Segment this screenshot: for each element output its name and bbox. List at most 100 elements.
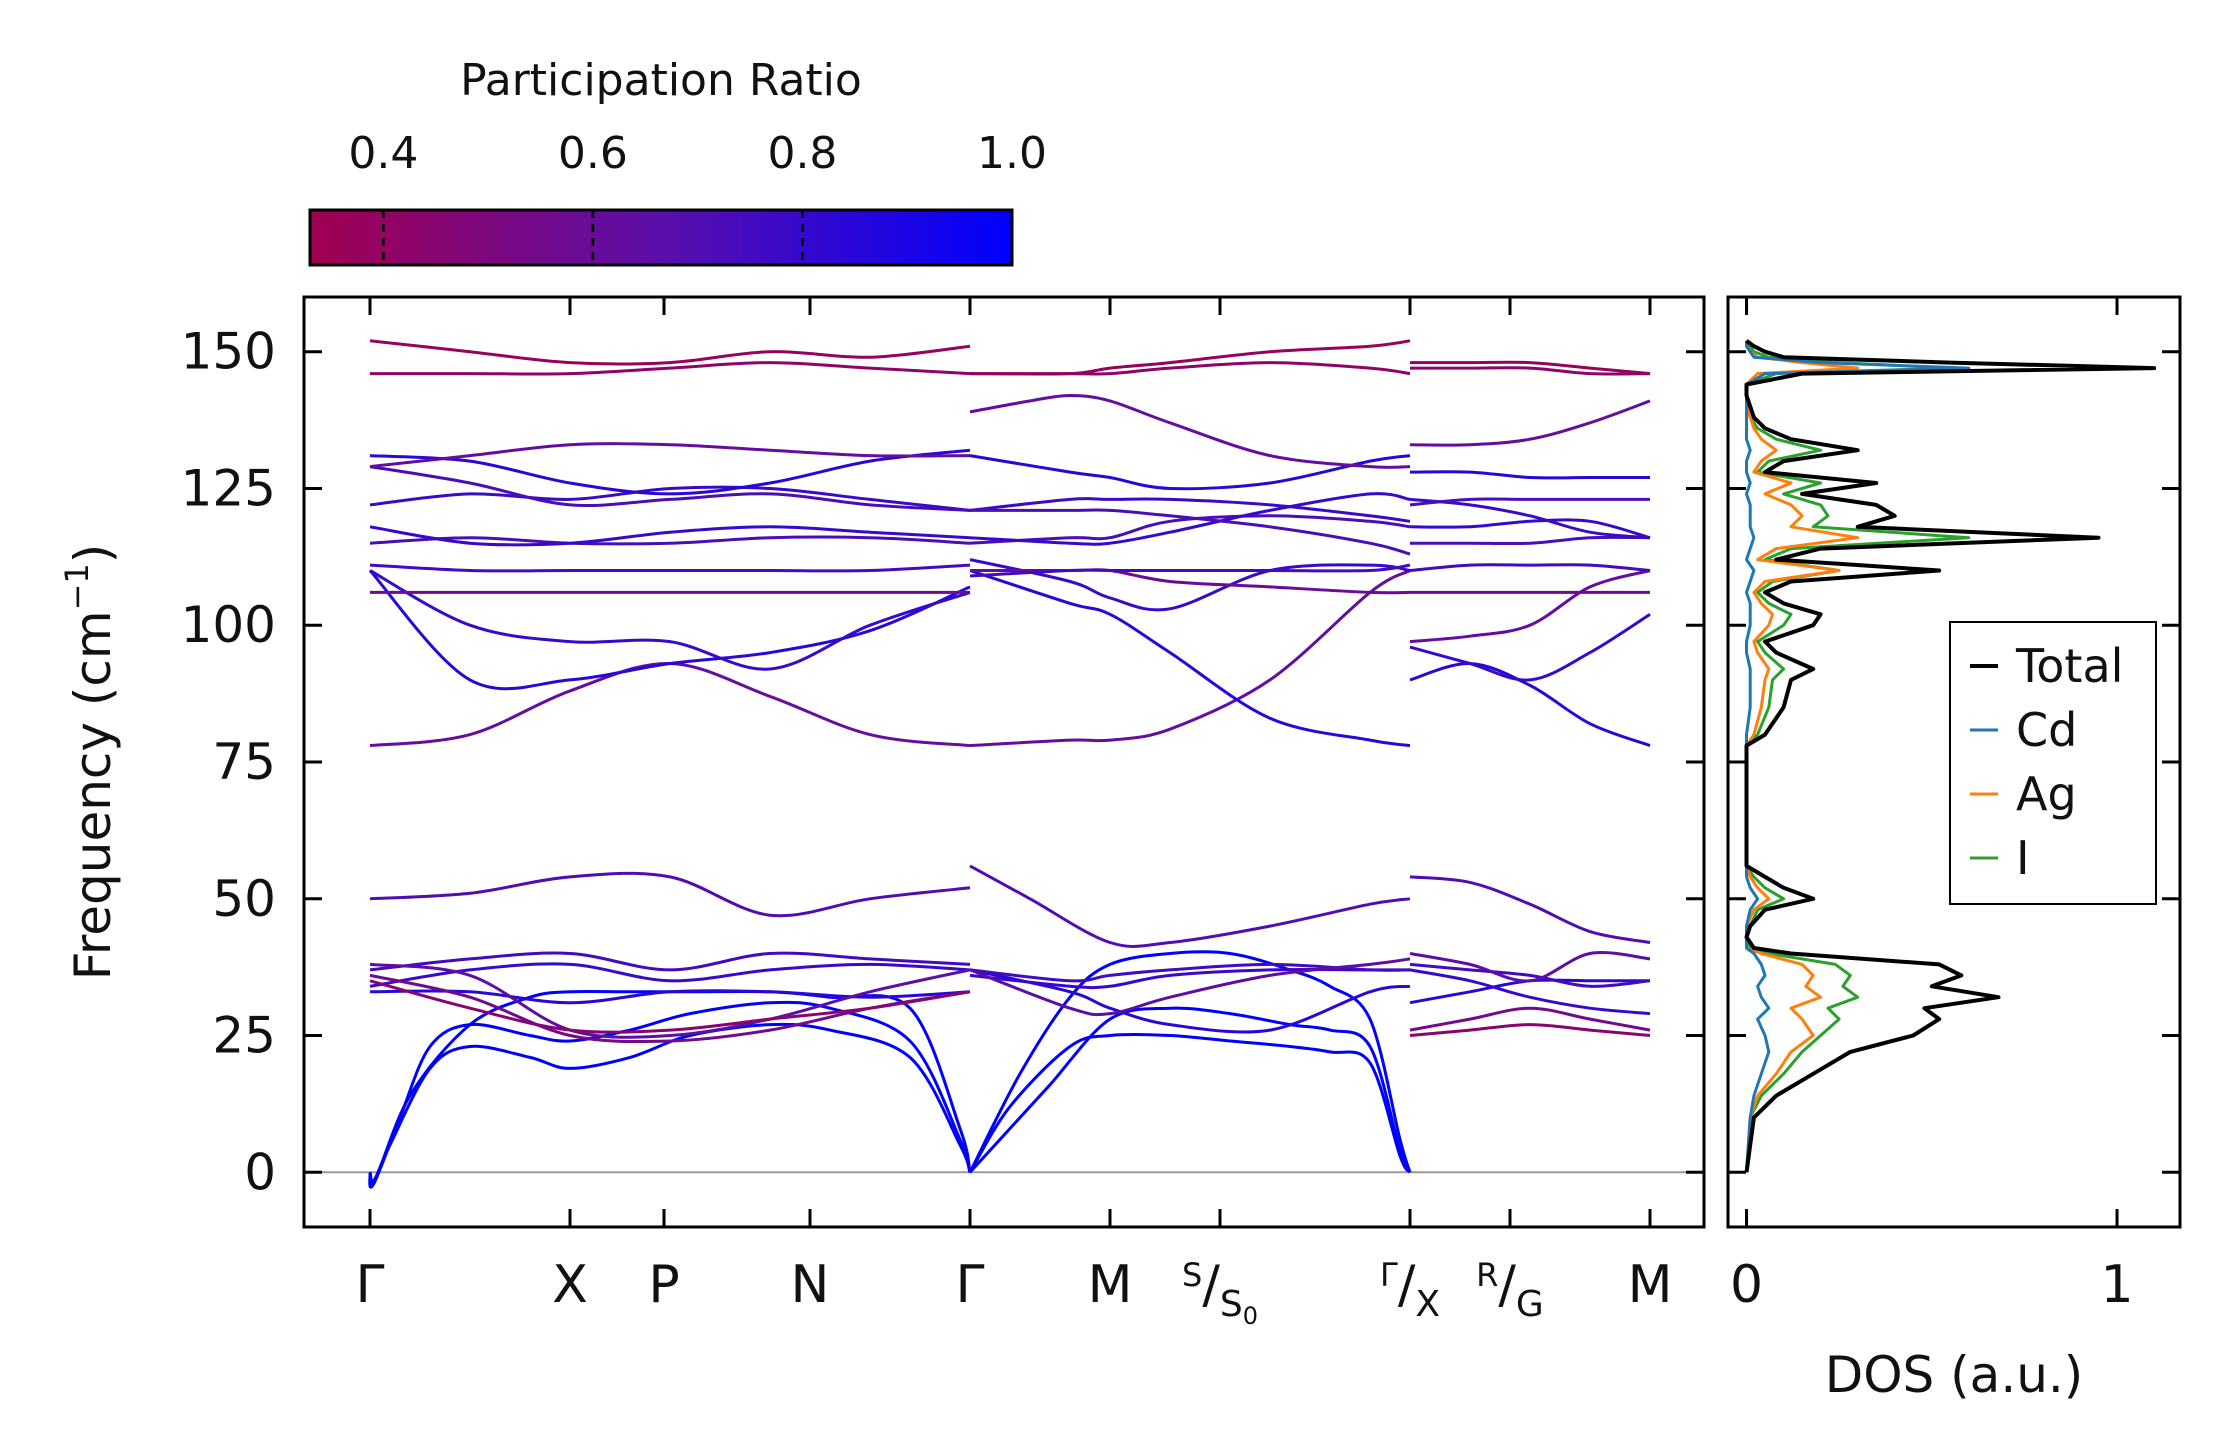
legend-label: I xyxy=(2016,831,2030,885)
band-line xyxy=(369,442,971,469)
colorbar: Participation Ratio 0.4 0.6 0.8 1.0 xyxy=(308,55,1047,267)
label-sub: G xyxy=(1516,1284,1544,1325)
y-tick-label: 75 xyxy=(212,733,276,791)
band-line xyxy=(969,563,1411,578)
band-line xyxy=(968,950,1412,1173)
high-symmetry-label: Γ/X xyxy=(1380,1255,1440,1325)
dos-legend: Total Cd Ag I xyxy=(1949,621,2157,905)
dos-x-tick-label: 0 xyxy=(1730,1255,1763,1315)
y-axis-label-main: Frequency (cm xyxy=(64,610,122,980)
band-line xyxy=(969,962,1411,983)
label-slash: / xyxy=(1202,1255,1220,1315)
band-line xyxy=(969,393,1411,469)
band-line xyxy=(1409,366,1651,376)
high-symmetry-label: R/G xyxy=(1476,1255,1544,1325)
band-line xyxy=(1409,661,1651,748)
y-tick-label: 25 xyxy=(212,1007,276,1065)
band-line xyxy=(1409,497,1651,540)
band-line xyxy=(369,569,971,671)
band-line xyxy=(969,968,1411,1034)
band-plot-frame xyxy=(302,295,1706,1229)
band-line xyxy=(1409,563,1651,572)
high-symmetry-label: M xyxy=(1628,1255,1673,1315)
colorbar-tick-label: 0.6 xyxy=(558,128,628,179)
high-symmetry-label: N xyxy=(791,1255,830,1315)
y-axis-label: Frequency (cm−1) xyxy=(58,544,122,981)
high-symmetry-label: Γ xyxy=(956,1255,985,1315)
band-line xyxy=(969,339,1411,376)
band-line xyxy=(368,1022,972,1184)
band-line xyxy=(969,569,1411,748)
y-tick-label: 150 xyxy=(181,323,276,381)
band-line xyxy=(369,535,971,546)
dos-plot-area xyxy=(1744,339,2157,1173)
label-subsub: 0 xyxy=(1243,1302,1258,1330)
colorbar-bar xyxy=(308,208,1014,267)
dos-line-cd xyxy=(1745,340,1971,1173)
label-slash: / xyxy=(1498,1255,1516,1315)
band-line xyxy=(968,1032,1412,1174)
band-line xyxy=(969,957,1411,1017)
band-line xyxy=(1410,535,1651,546)
dos-x-tick-label: 1 xyxy=(2100,1255,2133,1315)
legend-label: Ag xyxy=(2016,767,2077,821)
band-line xyxy=(1409,1023,1651,1037)
label-sup: Γ xyxy=(1380,1256,1398,1294)
band-line xyxy=(969,558,1411,612)
band-line xyxy=(969,361,1411,376)
band-line xyxy=(368,569,971,691)
y-tick-label: 100 xyxy=(181,596,276,654)
band-line xyxy=(369,962,971,1039)
band-line xyxy=(369,979,971,1034)
colorbar-tick-label: 0.4 xyxy=(348,128,418,179)
band-line xyxy=(369,871,971,918)
dos-line-ag xyxy=(1745,340,1860,1173)
colorbar-label: Participation Ratio xyxy=(460,55,862,106)
band-line xyxy=(1410,360,1651,376)
band-line xyxy=(1409,497,1650,507)
band-line xyxy=(969,492,1411,546)
band-line xyxy=(969,508,1411,556)
band-line xyxy=(1409,1006,1651,1032)
band-line xyxy=(369,661,971,748)
dos-line-total xyxy=(1744,339,2157,1173)
colorbar-tick-label: 1.0 xyxy=(977,128,1047,179)
band-line xyxy=(1409,875,1651,944)
label-sup: S xyxy=(1182,1256,1202,1294)
band-line xyxy=(969,454,1411,491)
band-line xyxy=(969,497,1411,523)
high-symmetry-label: X xyxy=(552,1255,588,1315)
colorbar-tick-label: 0.8 xyxy=(767,128,837,179)
band-line xyxy=(369,989,971,1005)
band-line xyxy=(1409,613,1651,682)
band-line xyxy=(969,864,1411,948)
legend-label: Cd xyxy=(2016,703,2077,757)
band-line xyxy=(1409,399,1651,447)
band-line xyxy=(369,951,971,972)
band-line xyxy=(1409,470,1650,480)
high-symmetry-label: M xyxy=(1088,1255,1133,1315)
band-line xyxy=(369,339,971,366)
y-axis-label-sup: −1 xyxy=(58,563,96,610)
band-line xyxy=(369,525,971,547)
y-tick-label: 125 xyxy=(181,459,276,517)
band-line xyxy=(369,465,971,512)
colorbar-ticks: 0.4 0.6 0.8 1.0 xyxy=(348,128,1047,265)
dos-x-axis-label: DOS (a.u.) xyxy=(1825,1346,2084,1404)
band-line xyxy=(369,485,971,512)
band-line xyxy=(1409,569,1651,644)
high-symmetry-label: P xyxy=(648,1255,679,1315)
high-symmetry-label: S/S0 xyxy=(1182,1255,1258,1330)
label-sub: X xyxy=(1415,1284,1440,1325)
y-tick-label: 0 xyxy=(244,1143,276,1201)
y-tick-label: 50 xyxy=(212,870,276,928)
legend-label: Total xyxy=(2015,639,2123,693)
band-line xyxy=(1409,962,1651,988)
band-line xyxy=(968,1006,1412,1174)
band-line xyxy=(1409,951,1651,983)
